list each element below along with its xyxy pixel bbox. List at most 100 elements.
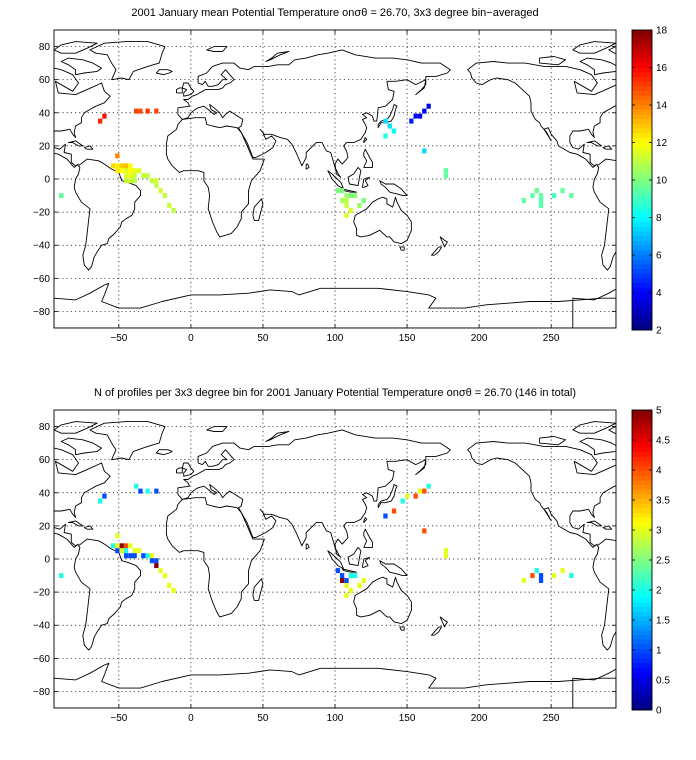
colorbar-swatch: [632, 410, 652, 416]
temperature-bin-cell: [115, 163, 120, 169]
profile-count-bin-cell: [348, 588, 353, 593]
profile-count-bin-cell: [119, 543, 124, 549]
temperature-bins: [59, 103, 574, 218]
colorbar-swatch: [632, 564, 652, 570]
profile-count-bin-cell: [98, 498, 103, 504]
colorbar-swatch: [632, 447, 652, 453]
colorbar-swatch: [632, 269, 652, 275]
colorbar-swatch: [632, 649, 652, 655]
colorbar-swatch: [632, 700, 652, 706]
coastline: [602, 145, 613, 150]
profile-count-bin-cell: [141, 553, 146, 559]
coastline: [379, 180, 408, 197]
profile-count-bin-cell: [383, 513, 388, 519]
colorbar-swatch: [632, 560, 652, 566]
temperature-bin-cell: [443, 173, 449, 179]
temperature-bin-cell: [145, 173, 150, 179]
profile-count-colorbar: 5 4.5 4 3.5 3 2.5 2 1.5 1 0.5 0: [631, 406, 670, 717]
coastline: [60, 57, 103, 76]
x-tick-label: 0: [188, 333, 194, 344]
colorbar-swatch: [632, 137, 652, 143]
colorbar-tick-label: 1: [656, 646, 662, 657]
colorbar-swatch: [632, 212, 652, 218]
colorbar-tick-label: 18: [656, 26, 668, 37]
colorbar-swatch: [632, 658, 652, 664]
temperature-bin-cell: [128, 168, 133, 174]
x-tick-label: 50: [257, 713, 269, 724]
coastline: [685, 118, 696, 237]
temperature-bin-cell: [102, 113, 107, 119]
coastline: [361, 176, 371, 188]
temperature-bin-cell: [413, 113, 418, 119]
colorbar-swatch: [632, 306, 652, 312]
coastline-layer: [54, 421, 616, 708]
colorbar-swatch: [632, 527, 652, 533]
colorbar-swatch: [632, 592, 652, 598]
profile-count-bin-cell: [361, 578, 366, 583]
colorbar-swatch: [632, 222, 652, 228]
temperature-bin-cell: [59, 193, 64, 199]
profile-count-bin-cell: [145, 553, 150, 559]
colorbar-swatch: [632, 133, 652, 139]
coastline: [89, 421, 166, 461]
colorbar-swatch: [632, 485, 652, 491]
x-tick-label: 250: [543, 713, 560, 724]
colorbar-swatch: [632, 198, 652, 204]
colorbar-swatch: [632, 53, 652, 59]
temperature-bin-cell: [335, 188, 340, 194]
colorbar-swatch: [632, 588, 652, 594]
profile-count-bin-cell: [357, 583, 362, 588]
y-tick-label: 0: [44, 555, 50, 566]
y-tick-label: 20: [39, 521, 51, 532]
temperature-bin-cell: [154, 178, 159, 184]
y-tick-label: −60: [33, 654, 50, 665]
y-tick-label: 40: [39, 108, 51, 119]
colorbar-swatch: [632, 639, 652, 645]
colorbar-swatch: [632, 517, 652, 523]
coastline: [363, 137, 368, 144]
profile-count-bin-cell: [426, 483, 431, 489]
profile-count-bin-cell: [115, 533, 120, 539]
temperature-bin-cell: [551, 193, 557, 199]
colorbar-swatch: [632, 226, 652, 232]
coastline: [67, 520, 84, 527]
colorbar-swatch: [632, 283, 652, 289]
coastline: [539, 436, 567, 446]
colorbar-swatch: [632, 62, 652, 68]
colorbar-swatch: [632, 311, 652, 317]
coastline: [206, 46, 228, 52]
colorbar-swatch: [632, 499, 652, 505]
profile-count-bin-cell: [569, 573, 574, 579]
coastline: [363, 517, 368, 524]
profile-count-bin-cell: [154, 563, 159, 569]
temperature-bin-cell: [387, 123, 392, 129]
coastline: [592, 158, 616, 271]
temperature-bin-cell: [145, 108, 150, 114]
colorbar-swatch: [632, 100, 652, 106]
colorbar-swatch: [632, 301, 652, 307]
x-tick-label: 100: [327, 713, 344, 724]
colorbar-swatch: [632, 142, 652, 148]
colorbar-swatch: [632, 231, 652, 237]
profile-count-bin-cell: [115, 543, 120, 549]
profile-count-bin-cell: [136, 548, 142, 554]
chart-title: 2001 January mean Potential Temperature …: [131, 7, 538, 19]
temperature-bin-cell: [123, 163, 129, 169]
temperature-bin-cell: [123, 178, 129, 184]
temperature-bin-cell: [357, 203, 362, 208]
temperature-bin-cell: [136, 168, 142, 174]
coastline: [363, 148, 373, 168]
profile-count-bin-cell: [344, 578, 349, 583]
coastline: [675, 70, 691, 75]
temperature-bin-cell: [344, 193, 349, 199]
coastline: [363, 528, 373, 548]
colorbar-swatch: [632, 414, 652, 420]
y-tick-label: −80: [33, 307, 50, 318]
temperature-bin-cell: [132, 168, 137, 174]
colorbar-swatch: [632, 184, 652, 190]
colorbar-swatch: [632, 147, 652, 153]
colorbar-swatch: [632, 620, 652, 627]
colorbar-swatch: [632, 325, 652, 331]
profile-count-bin-cell: [521, 578, 526, 583]
temperature-bin-cell: [361, 198, 366, 203]
